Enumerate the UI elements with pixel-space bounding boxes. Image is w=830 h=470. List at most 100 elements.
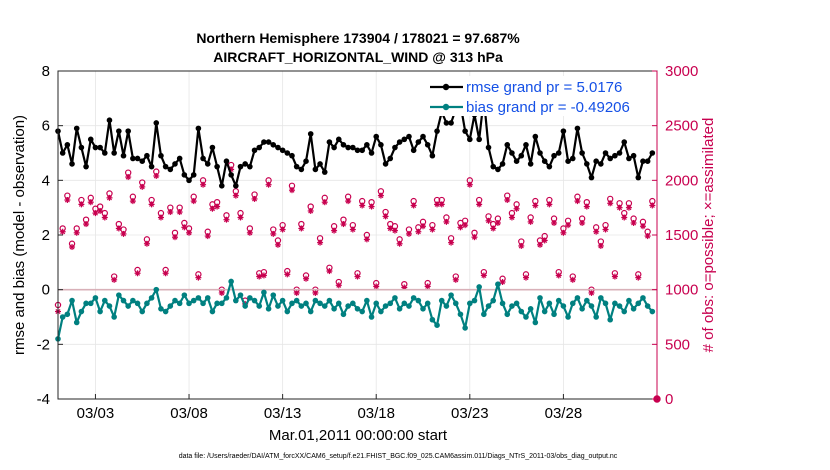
series-point-bias — [481, 311, 487, 318]
obs-assimilated-point — [214, 203, 221, 210]
obs-assimilated-point — [387, 225, 394, 232]
legend-label-rmse: rmse grand pr = 5.0176 — [466, 79, 622, 96]
series-point-rmse — [200, 155, 206, 162]
obs-assimilated-point — [288, 187, 295, 194]
series-point-rmse — [59, 150, 66, 156]
obs-assimilated-point — [405, 230, 412, 237]
obs-assimilated-point — [335, 282, 342, 289]
series-point-rmse — [584, 161, 590, 167]
obs-assimilated-point — [204, 233, 211, 240]
series-point-rmse — [364, 142, 370, 148]
series-point-bias — [560, 303, 567, 309]
series-point-rmse — [527, 161, 534, 167]
series-point-bias — [120, 297, 127, 304]
series-point-rmse — [270, 142, 277, 148]
obs-assimilated-point — [321, 199, 328, 206]
series-point-rmse — [307, 131, 314, 137]
series-point-bias — [162, 308, 169, 315]
obs-assimilated-point — [265, 181, 272, 188]
series-point-bias — [649, 308, 656, 315]
series-point-bias — [326, 297, 333, 304]
obs-assimilated-point — [565, 222, 572, 229]
series-point-rmse — [598, 161, 604, 167]
obs-assimilated-point — [78, 201, 85, 208]
obs-assimilated-point — [260, 272, 267, 279]
obs-assimilated-point — [134, 270, 141, 277]
series-point-bias — [476, 284, 482, 290]
x-tick-label: 03/23 — [451, 405, 489, 422]
series-point-rmse — [101, 150, 108, 156]
series-point-bias — [200, 300, 206, 307]
series-point-bias — [218, 300, 225, 307]
series-point-bias — [242, 303, 248, 309]
obs-assimilated-point — [583, 203, 590, 210]
obs-assimilated-point — [190, 198, 197, 205]
obs-assimilated-point — [490, 225, 497, 232]
series-point-rmse — [317, 161, 323, 167]
obs-assimilated-point — [508, 214, 515, 221]
series-point-bias — [111, 314, 117, 320]
series-point-rmse — [218, 183, 225, 189]
series-point-rmse — [373, 133, 380, 140]
series-point-bias — [584, 297, 590, 304]
obs-assimilated-point — [569, 276, 576, 283]
series-point-rmse — [462, 128, 468, 134]
series-point-rmse — [434, 128, 440, 134]
obs-assimilated-point — [129, 198, 136, 205]
obs-assimilated-point — [649, 202, 656, 209]
series-point-rmse — [312, 166, 319, 173]
obs-assimilated-point — [537, 241, 544, 248]
series-point-rmse — [120, 152, 127, 159]
series-point-bias — [97, 308, 103, 315]
y2-axis-label: # of obs: o=possible; ×=assimilated — [700, 118, 717, 353]
series-point-rmse — [172, 161, 178, 167]
obs-assimilated-point — [274, 241, 281, 248]
legend-marker-rmse — [442, 83, 450, 91]
obs-assimilated-point — [143, 240, 150, 247]
series-point-bias — [73, 319, 80, 326]
series-point-rmse — [247, 163, 253, 170]
series-point-rmse — [504, 142, 511, 148]
series-point-bias — [144, 300, 150, 307]
series-point-bias — [546, 300, 553, 307]
series-point-rmse — [78, 144, 85, 151]
series-point-rmse — [284, 150, 291, 156]
obs-assimilated-point — [59, 228, 66, 235]
x-tick-label: 03/28 — [545, 405, 583, 422]
obs-assimilated-point — [476, 201, 483, 208]
obs-assimilated-point — [574, 198, 581, 205]
obs-assimilated-point — [424, 283, 431, 290]
x-axis: 03/03 03/08 03/13 03/18 03/23 03/28 — [77, 394, 583, 422]
series-point-rmse — [509, 150, 515, 156]
series-point-rmse — [298, 166, 305, 173]
series-point-bias — [359, 308, 365, 315]
series-point-bias — [303, 300, 309, 307]
series-point-bias — [640, 295, 646, 301]
series-point-rmse — [167, 166, 174, 173]
obs-assimilated-point — [485, 217, 492, 224]
y-tick-label: 6 — [42, 118, 50, 135]
obs-assimilated-point — [218, 289, 225, 296]
legend-label-bias: bias grand pr = -0.49206 — [466, 99, 630, 116]
series-point-bias — [485, 303, 492, 309]
series-point-rmse — [429, 152, 436, 159]
series-point-rmse — [396, 139, 403, 145]
y2-tick-label: 2500 — [665, 118, 698, 135]
series-point-bias — [289, 300, 295, 307]
series-point-bias — [106, 303, 113, 309]
series-point-bias — [387, 300, 394, 307]
series-point-bias — [382, 303, 389, 309]
series-point-bias — [588, 303, 595, 309]
series-point-rmse — [359, 147, 365, 154]
series-point-rmse — [158, 152, 164, 159]
series-point-bias — [251, 297, 258, 304]
obs-assimilated-point — [499, 279, 506, 286]
series-point-bias — [574, 295, 581, 301]
series-point-bias — [579, 306, 585, 312]
series-point-bias — [335, 300, 342, 307]
series-point-rmse — [495, 166, 501, 173]
series-point-rmse — [97, 144, 103, 151]
obs-assimilated-point — [644, 233, 651, 240]
obs-assimilated-point — [480, 272, 487, 279]
